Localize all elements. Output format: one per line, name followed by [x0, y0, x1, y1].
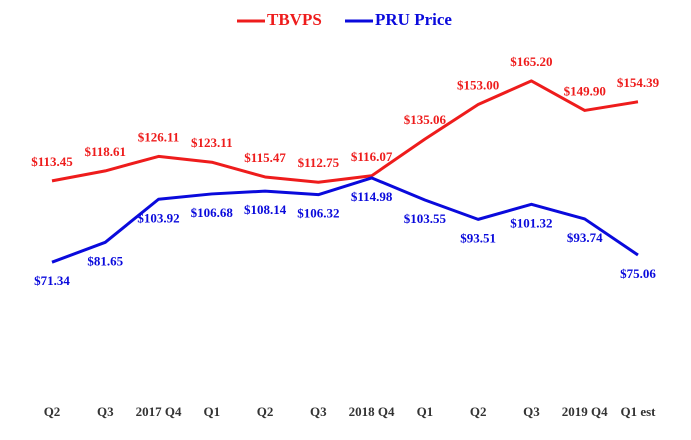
x-tick-label: Q1 — [203, 404, 220, 419]
data-label: $135.06 — [404, 112, 447, 127]
x-tick-label: Q1 — [417, 404, 434, 419]
data-label: $118.61 — [84, 144, 126, 159]
data-label: $75.06 — [620, 266, 656, 281]
data-label: $106.32 — [297, 206, 339, 221]
x-tick-label: 2018 Q4 — [349, 404, 395, 419]
x-tick-label: 2019 Q4 — [562, 404, 608, 419]
data-label: $149.90 — [564, 83, 606, 98]
data-label: $71.34 — [34, 273, 70, 288]
series-line — [51, 176, 639, 264]
data-label: $113.45 — [31, 154, 73, 169]
data-label: $93.74 — [567, 230, 603, 245]
data-label: $106.68 — [191, 205, 234, 220]
data-label: $154.39 — [617, 75, 660, 90]
legend-label: PRU Price — [375, 10, 452, 29]
data-label: $114.98 — [351, 189, 393, 204]
data-label: $103.92 — [137, 210, 179, 225]
x-tick-label: Q1 est — [620, 404, 656, 419]
data-label: $112.75 — [298, 155, 340, 170]
x-tick-label: 2017 Q4 — [136, 404, 182, 419]
data-label: $153.00 — [457, 77, 499, 92]
x-tick-label: Q3 — [97, 404, 114, 419]
data-label: $123.11 — [191, 135, 233, 150]
series-line — [51, 79, 639, 184]
data-label: $126.11 — [138, 129, 180, 144]
x-tick-label: Q2 — [44, 404, 61, 419]
legend-label: TBVPS — [267, 10, 322, 29]
data-label: $165.20 — [510, 54, 552, 69]
x-tick-label: Q2 — [257, 404, 274, 419]
x-tick-label: Q3 — [310, 404, 327, 419]
data-label: $115.47 — [244, 150, 286, 165]
data-label: $108.14 — [244, 202, 287, 217]
x-tick-label: Q3 — [523, 404, 540, 419]
data-label: $81.65 — [87, 253, 123, 268]
data-label: $116.07 — [351, 149, 393, 164]
x-tick-label: Q2 — [470, 404, 487, 419]
data-label: $103.55 — [404, 211, 447, 226]
data-label: $101.32 — [510, 215, 552, 230]
data-label: $93.51 — [460, 230, 496, 245]
